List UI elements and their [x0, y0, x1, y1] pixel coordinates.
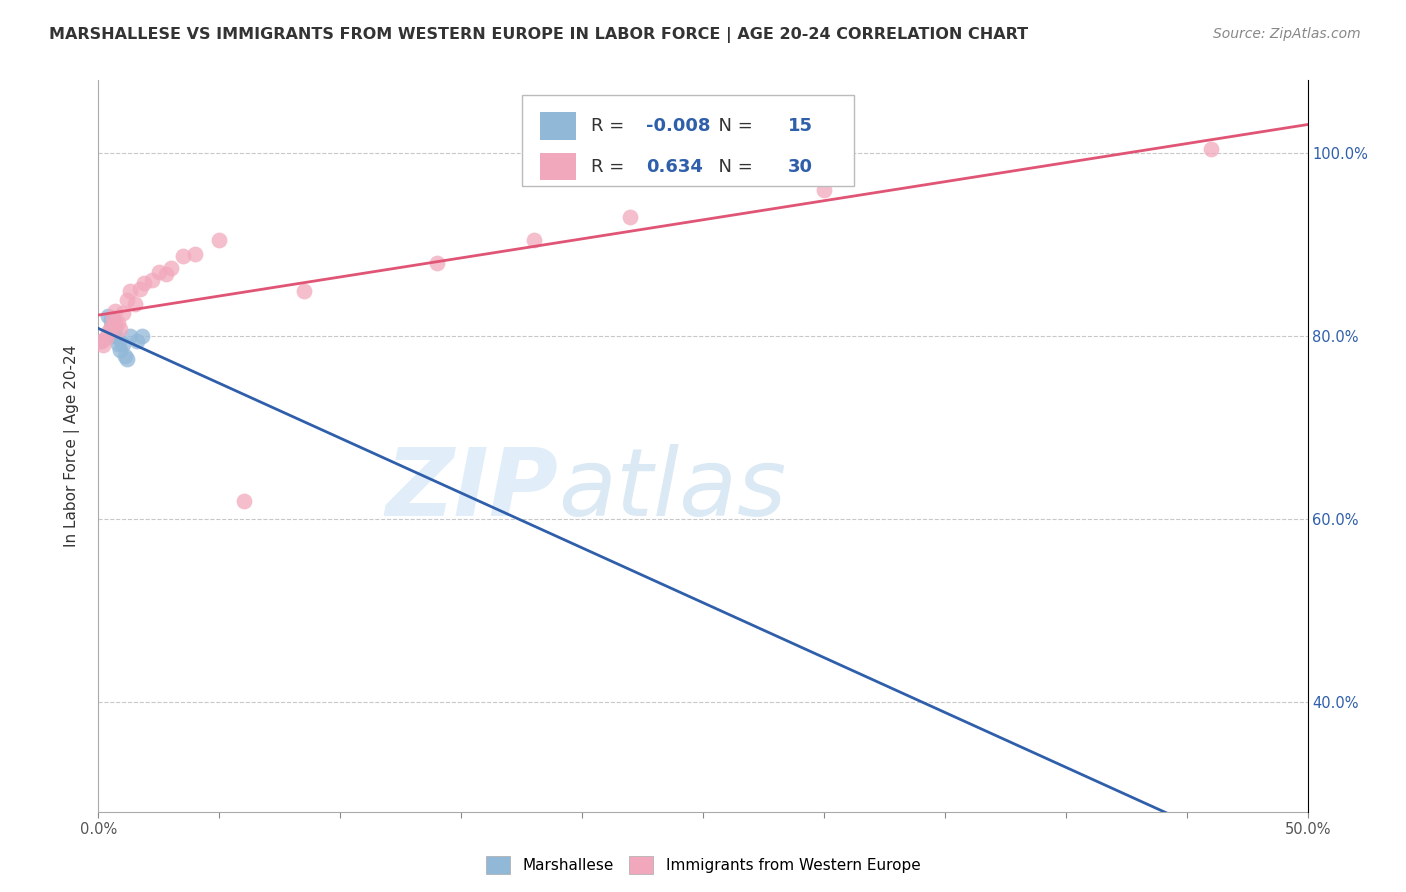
Point: [91, 338, 114, 352]
Point: [100, 320, 122, 334]
Point: [160, 260, 183, 275]
Point: [101, 329, 124, 343]
Point: [114, 350, 136, 364]
Text: MARSHALLESE VS IMMIGRANTS FROM WESTERN EUROPE IN LABOR FORCE | AGE 20-24 CORRELA: MARSHALLESE VS IMMIGRANTS FROM WESTERN E…: [49, 27, 1028, 43]
Point: [172, 249, 194, 263]
Legend: Marshallese, Immigrants from Western Europe: Marshallese, Immigrants from Western Eur…: [479, 850, 927, 880]
Text: 0.634: 0.634: [647, 158, 703, 176]
Point: [107, 316, 129, 330]
Point: [523, 233, 546, 247]
Point: [118, 329, 141, 343]
Point: [104, 316, 127, 330]
Point: [90, 334, 112, 348]
Text: Source: ZipAtlas.com: Source: ZipAtlas.com: [1213, 27, 1361, 41]
FancyBboxPatch shape: [540, 112, 576, 139]
FancyBboxPatch shape: [522, 95, 855, 186]
Point: [97, 325, 120, 339]
Point: [111, 306, 134, 320]
Text: atlas: atlas: [558, 444, 786, 535]
Point: [619, 211, 641, 225]
Point: [1199, 142, 1222, 156]
Point: [118, 284, 141, 298]
Point: [292, 284, 315, 298]
Point: [426, 256, 449, 270]
Point: [108, 343, 131, 357]
Text: N =: N =: [707, 158, 758, 176]
Text: -0.008: -0.008: [647, 117, 710, 135]
Point: [97, 309, 120, 323]
Point: [232, 494, 254, 508]
Point: [90, 334, 112, 348]
Point: [100, 313, 122, 327]
Point: [124, 297, 146, 311]
Point: [148, 265, 170, 279]
Text: 30: 30: [787, 158, 813, 176]
Point: [208, 233, 231, 247]
Text: ZIP: ZIP: [385, 444, 558, 536]
Point: [117, 293, 139, 307]
Point: [131, 329, 153, 343]
Text: N =: N =: [707, 117, 758, 135]
Point: [94, 331, 117, 345]
Point: [104, 322, 127, 336]
Point: [107, 336, 129, 351]
Point: [128, 282, 150, 296]
Point: [141, 272, 163, 286]
Point: [184, 247, 207, 261]
Text: R =: R =: [591, 117, 630, 135]
FancyBboxPatch shape: [540, 153, 576, 180]
Point: [104, 329, 127, 343]
Point: [117, 352, 139, 367]
Y-axis label: In Labor Force | Age 20-24: In Labor Force | Age 20-24: [63, 345, 80, 547]
Point: [111, 336, 134, 351]
Point: [155, 267, 177, 281]
Point: [104, 303, 127, 318]
Point: [101, 311, 124, 326]
Text: R =: R =: [591, 158, 630, 176]
Point: [813, 183, 835, 197]
Point: [134, 277, 156, 291]
Point: [100, 320, 122, 334]
Point: [127, 334, 149, 348]
Point: [108, 322, 131, 336]
Text: 15: 15: [787, 117, 813, 135]
